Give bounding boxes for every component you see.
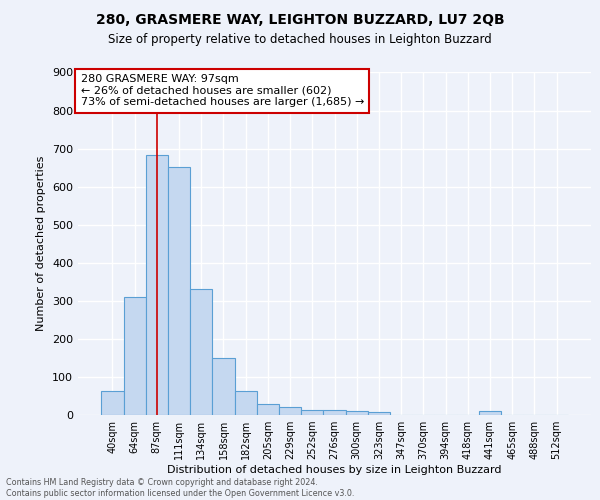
Bar: [479, 411, 501, 415]
Bar: [124, 297, 146, 415]
Bar: [235, 392, 257, 415]
Y-axis label: Number of detached properties: Number of detached properties: [37, 156, 46, 332]
X-axis label: Distribution of detached houses by size in Leighton Buzzard: Distribution of detached houses by size …: [167, 465, 502, 475]
Text: 280 GRASMERE WAY: 97sqm
← 26% of detached houses are smaller (602)
73% of semi-d: 280 GRASMERE WAY: 97sqm ← 26% of detache…: [80, 74, 364, 108]
Text: Contains HM Land Registry data © Crown copyright and database right 2024.
Contai: Contains HM Land Registry data © Crown c…: [6, 478, 355, 498]
Bar: [346, 411, 368, 415]
Bar: [323, 410, 346, 415]
Bar: [168, 168, 190, 415]
Bar: [101, 391, 124, 415]
Text: 280, GRASMERE WAY, LEIGHTON BUZZARD, LU7 2QB: 280, GRASMERE WAY, LEIGHTON BUZZARD, LU7…: [95, 12, 505, 26]
Bar: [257, 404, 279, 415]
Bar: [146, 156, 168, 415]
Bar: [279, 408, 301, 415]
Text: Size of property relative to detached houses in Leighton Buzzard: Size of property relative to detached ho…: [108, 32, 492, 46]
Bar: [190, 290, 212, 415]
Bar: [368, 412, 390, 415]
Bar: [301, 410, 323, 415]
Bar: [212, 358, 235, 415]
